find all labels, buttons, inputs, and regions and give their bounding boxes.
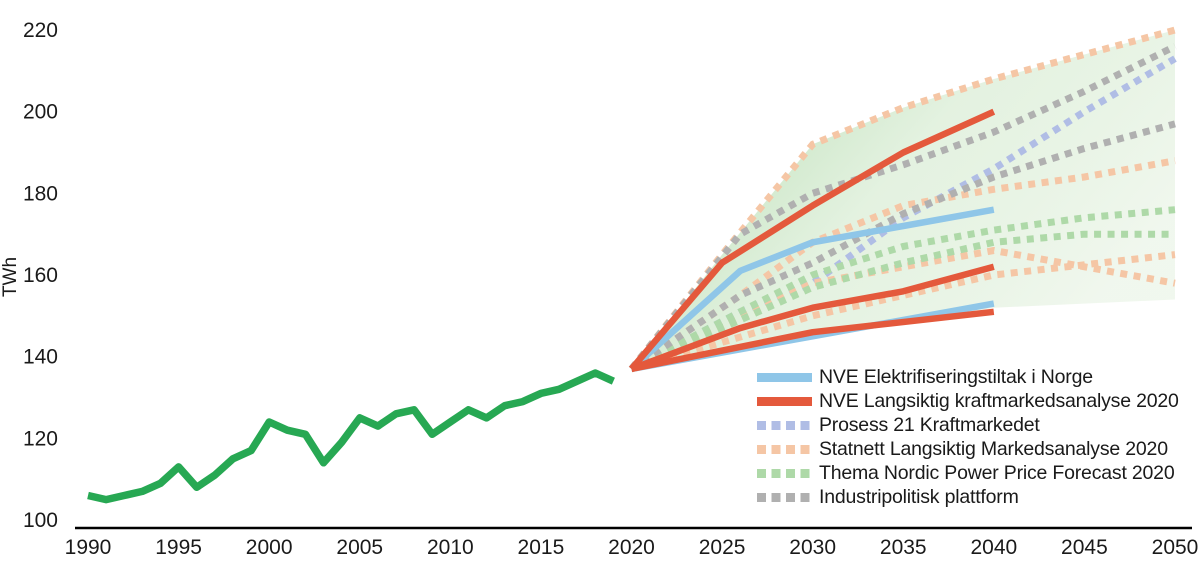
series-line-5-1 [629,120,1176,372]
x-tick-label: 2040 [970,536,1017,559]
x-tick-label: 2000 [246,536,293,559]
x-tick-label: 2045 [1061,536,1108,559]
legend-label: NVE Elektrifiseringstiltak i Norge [819,365,1093,388]
x-tick-label: 2030 [789,536,836,559]
legend-row: Industripolitisk plattform [757,485,1179,509]
legend-row: Prosess 21 Kraftmarkedet [757,413,1179,437]
y-tick-label: 220 [23,19,58,42]
series-line-1-2 [630,308,995,373]
legend-row: NVE Elektrifiseringstiltak i Norge [757,365,1179,389]
y-tick-label: 140 [23,346,58,369]
legend-solid-line-swatch [757,372,812,382]
x-tick-label: 2050 [1152,536,1199,559]
legend-dotted-line-swatch [757,420,812,430]
legend-label: NVE Langsiktig kraftmarkedsanalyse 2020 [819,389,1179,412]
series-line-0-0 [629,206,995,372]
series-line-4-0 [629,206,1176,372]
x-tick-label: 1990 [65,536,112,559]
legend-label: Statnett Langsiktig Markedsanalyse 2020 [819,437,1168,460]
x-tick-label: 2005 [336,536,383,559]
forecast-band [631,30,1175,369]
series-line-1-0 [629,108,996,372]
series-line-3-3 [630,251,1176,373]
y-tick-label: 120 [23,427,58,450]
legend-row: Statnett Langsiktig Markedsanalyse 2020 [757,437,1179,461]
legend-label: Thema Nordic Power Price Forecast 2020 [819,461,1175,484]
legend-label: Industripolitisk plattform [819,485,1019,508]
series-line-5-0 [628,43,1177,372]
legend-solid-line-swatch [757,396,812,406]
historical-consumption-line [87,369,615,504]
legend-label: Prosess 21 Kraftmarkedet [819,413,1040,436]
y-tick-label: 200 [23,101,58,124]
series-lines [87,26,1177,504]
x-tick-label: 1995 [155,536,202,559]
legend-dotted-line-swatch [757,492,812,502]
y-tick-label: 100 [23,509,58,532]
legend-dotted-line-swatch [757,468,812,478]
forecast-envelope [631,30,1175,369]
legend: NVE Elektrifiseringstiltak i Norge NVE La… [757,365,1179,509]
legend-dotted-line-swatch [757,444,812,454]
series-line-1-1 [630,263,995,372]
x-tick-label: 2035 [880,536,927,559]
series-line-4-1 [630,230,1175,373]
y-tick-label: 160 [23,264,58,287]
axes: 100 120 140 160 180 200 220 1990 1995 2000 2005 201… [23,19,1198,559]
y-axis-title: TWh [0,257,21,297]
series-line-3-1 [629,157,1176,372]
x-tick-label: 2015 [518,536,565,559]
x-tick-label: 2020 [608,536,655,559]
legend-row: Thema Nordic Power Price Forecast 2020 [757,461,1179,485]
legend-row: NVE Langsiktig kraftmarkedsanalyse 2020 [757,389,1179,413]
x-tick-label: 2025 [699,536,746,559]
x-tick-label: 2010 [427,536,474,559]
y-tick-label: 180 [23,182,58,205]
